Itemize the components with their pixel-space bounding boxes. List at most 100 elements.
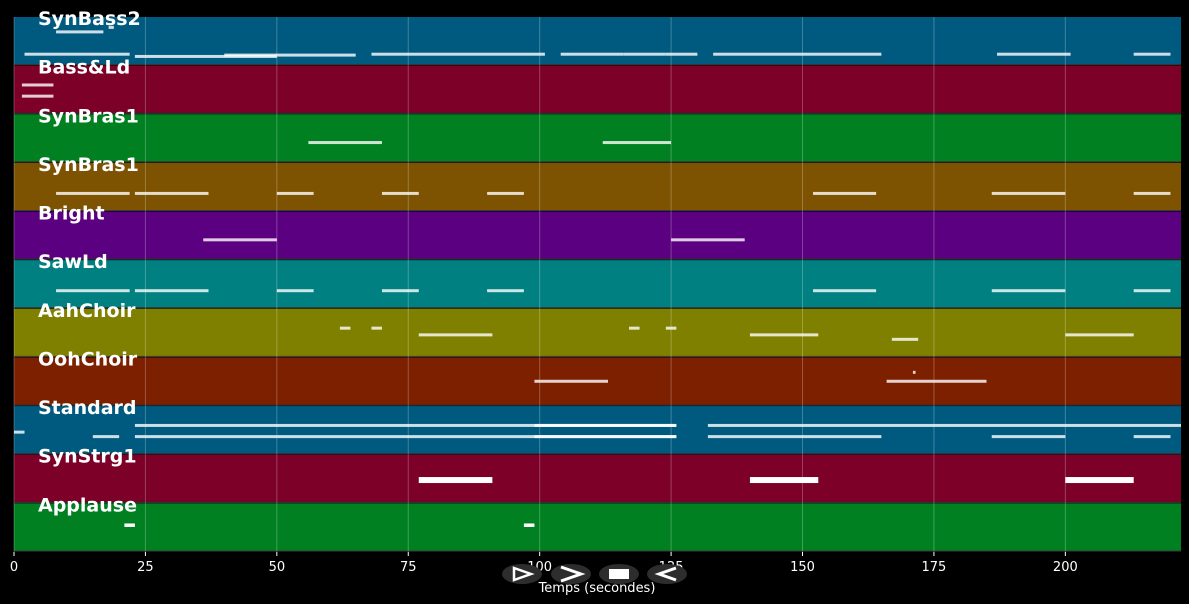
note-mark [1133,289,1171,293]
note-mark [891,337,919,341]
note-mark [339,326,351,330]
x-tick-label: 25 [137,560,154,575]
note-mark [371,326,382,330]
note-mark [276,289,314,293]
note-mark [134,423,677,427]
track-label: AahChoir [38,300,136,322]
x-tick-label: 50 [269,560,286,575]
note-mark [602,141,672,145]
note-mark [418,477,493,484]
track-label: SawLd [38,251,108,273]
note-mark [24,52,130,56]
note-mark [665,52,698,56]
note-mark [134,191,209,195]
note-mark [21,94,54,98]
track-lane [14,65,1181,113]
x-axis-label: Temps (secondes) [538,581,656,596]
note-mark [629,326,640,330]
x-axis-ticks: 0255075100125150175200 [10,552,1078,575]
x-tick-label: 200 [1053,560,1078,575]
rewind-button[interactable] [647,564,687,584]
track-label: SynBass2 [38,8,141,30]
x-tick-label: 175 [922,560,947,575]
note-mark [886,379,987,383]
track-lane [14,454,1181,502]
note-mark [381,289,419,293]
note-mark [813,289,877,293]
rewind-button-bg [647,564,687,584]
note-mark [813,191,877,195]
track-label: SynBras1 [38,154,139,176]
note-mark [1065,477,1134,484]
note-mark [134,54,277,58]
note-mark [665,326,677,330]
play-icon [512,566,535,582]
note-mark [991,191,1066,195]
track-label: SynBras1 [38,105,139,127]
note-mark [308,141,382,145]
note-mark [418,333,493,337]
note-mark [560,52,624,56]
note-mark [92,435,120,439]
note-mark [371,52,545,56]
note-mark [671,238,745,242]
track-label: OohChoir [38,348,138,370]
note-mark [134,435,677,439]
note-mark [56,191,130,195]
track-lane [14,406,1181,454]
play-button[interactable] [502,564,542,584]
note-mark [713,52,882,56]
note-mark [124,523,135,527]
note-mark [534,379,609,383]
note-mark [56,30,104,34]
notes-layer [14,25,1181,527]
track-label: Bass&Ld [38,57,130,79]
note-mark [707,423,1181,427]
note-mark [21,83,54,87]
track-lane [14,114,1181,162]
note-mark [487,191,524,195]
note-mark [912,370,916,374]
note-mark [203,238,277,242]
track-label: Bright [38,203,105,225]
note-mark [134,289,209,293]
note-mark [991,289,1066,293]
note-mark [381,191,419,195]
forward-button[interactable] [551,564,591,584]
note-mark [997,52,1071,56]
stop-button[interactable] [599,564,639,584]
track-label: Standard [38,397,137,419]
note-mark [14,430,25,434]
note-mark [523,523,535,527]
track-lane [14,308,1181,356]
note-mark [1133,52,1171,56]
note-mark [623,52,666,56]
labels-layer: SynBass2 Bass&Ld SynBras1 SynBras1 Bright Saw… [38,8,141,516]
grid-layer [13,17,1066,552]
note-mark [534,435,677,439]
note-mark [1133,435,1171,439]
rewind-icon [654,566,677,582]
play-button-bg [502,564,542,584]
stop-icon [609,569,629,579]
track-label: Applause [38,494,137,516]
forward-button-bg [551,564,591,584]
note-mark [707,435,882,439]
x-tick-label: 150 [790,560,815,575]
chevron-right-icon [560,565,586,583]
x-tick-label: 0 [10,560,18,575]
note-mark [534,423,677,427]
note-mark [224,53,356,57]
playback-controls[interactable] [502,564,687,584]
x-tick-label: 75 [400,560,417,575]
tracks-layer [14,17,1181,552]
note-mark [487,289,524,293]
note-mark [276,191,314,195]
track-lane [14,503,1181,551]
note-mark [991,435,1066,439]
track-label: SynStrg1 [38,446,137,468]
note-mark [749,333,819,337]
note-mark [749,477,819,484]
track-lane [14,162,1181,211]
